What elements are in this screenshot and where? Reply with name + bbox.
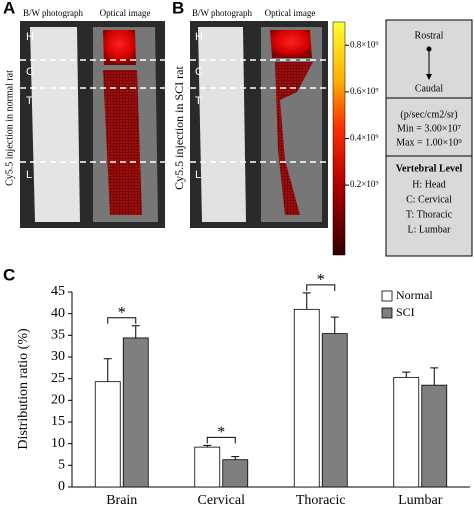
colorbar-tick-label: 0.6×10⁹ bbox=[350, 86, 378, 96]
signal bbox=[103, 70, 142, 215]
info-text: Caudal bbox=[415, 83, 444, 94]
signal bbox=[270, 30, 312, 58]
significance-bracket bbox=[206, 436, 236, 444]
x-tick-label: Cervical bbox=[198, 493, 246, 508]
bar bbox=[321, 333, 348, 488]
error-bar bbox=[302, 292, 311, 310]
y-tick-label: 30 bbox=[51, 349, 65, 364]
colorbar bbox=[332, 21, 346, 256]
significance-bracket bbox=[306, 284, 336, 291]
y-tick-label: 40 bbox=[51, 306, 65, 321]
significance-label: * bbox=[317, 272, 325, 289]
info-box: Rostral Caudal (p/sec/cm2/sr) Min = 3.00… bbox=[385, 19, 473, 257]
bar-chart: 0 5 10 15 20 25 30 35 40 45 Brain * Cervical * Thoraci… bbox=[51, 272, 470, 508]
y-tick-label: 5 bbox=[58, 458, 65, 473]
x-tick-label: Lumbar bbox=[398, 493, 443, 508]
legend-label: SCI bbox=[396, 305, 415, 319]
error-bar bbox=[231, 456, 240, 460]
y-tick-label: 15 bbox=[51, 414, 65, 429]
panel-label: B bbox=[172, 0, 184, 17]
y-tick-label: 45 bbox=[51, 284, 65, 299]
bar bbox=[122, 337, 149, 488]
info-text: Max = 1.00×10⁹ bbox=[396, 137, 462, 148]
error-bar bbox=[203, 444, 212, 448]
region-label: T bbox=[26, 95, 33, 107]
colorbar-ticks: 0.8×10⁹ 0.6×10⁹ 0.4×10⁹ 0.2×10⁹ bbox=[345, 39, 378, 189]
region-dividers bbox=[190, 59, 328, 163]
region-label: L bbox=[26, 169, 32, 181]
legend-label: Normal bbox=[396, 288, 433, 302]
region-label: L bbox=[195, 169, 201, 181]
column-title: B/W photograph bbox=[23, 8, 84, 18]
region-dividers bbox=[20, 59, 165, 163]
region-label: H bbox=[195, 31, 203, 43]
info-text: Rostral bbox=[415, 30, 444, 41]
info-text: (p/sec/cm2/sr) bbox=[400, 109, 457, 120]
column-title: B/W photograph bbox=[192, 8, 253, 18]
column-title: Optical image bbox=[265, 8, 316, 18]
significance-label: * bbox=[217, 424, 225, 441]
colorbar-tick-label: 0.2×10⁹ bbox=[350, 179, 378, 189]
legend-swatch bbox=[381, 290, 393, 302]
error-bar bbox=[402, 371, 411, 378]
info-title: Vertebral Level bbox=[396, 163, 463, 174]
y-tick-label: 25 bbox=[51, 371, 65, 386]
y-tick-label: 10 bbox=[51, 436, 65, 451]
y-tick-label: 20 bbox=[51, 393, 65, 408]
significance-bracket bbox=[107, 317, 137, 324]
side-label: Cy5.5 injection in SCI rat bbox=[172, 66, 186, 190]
bar bbox=[421, 384, 448, 488]
error-bar bbox=[131, 325, 140, 338]
error-bar bbox=[103, 358, 112, 382]
arrow-head bbox=[426, 74, 432, 80]
y-axis-title: Distribution ratio (%) bbox=[16, 328, 31, 450]
signal bbox=[103, 30, 136, 65]
bar bbox=[293, 308, 320, 488]
info-text: L: Lumbar bbox=[407, 224, 451, 235]
column-title: Optical image bbox=[100, 8, 151, 18]
significance-label: * bbox=[118, 304, 126, 321]
error-bar bbox=[430, 367, 439, 386]
tissue-photo bbox=[30, 27, 80, 222]
side-label: Cy5.5 injection in normal rat bbox=[4, 70, 15, 186]
region-label: H bbox=[26, 31, 34, 43]
region-label: C bbox=[26, 66, 34, 78]
panel-a: A B/W photograph Optical image H C T L C… bbox=[3, 0, 165, 228]
info-text: H: Head bbox=[412, 179, 446, 190]
y-tick-label: 0 bbox=[58, 479, 65, 494]
bar bbox=[94, 381, 121, 488]
info-text: Min = 3.00×10⁷ bbox=[397, 123, 461, 134]
region-label: T bbox=[195, 95, 202, 107]
info-text: C: Cervical bbox=[406, 194, 452, 205]
signal bbox=[275, 62, 313, 215]
region-label: C bbox=[195, 66, 203, 78]
x-tick-label: Brain bbox=[106, 493, 137, 508]
x-tick-label: Thoracic bbox=[296, 493, 346, 508]
bar bbox=[222, 459, 249, 488]
info-text: T: Thoracic bbox=[406, 209, 453, 220]
legend-swatch bbox=[381, 307, 393, 319]
bar bbox=[393, 376, 420, 488]
colorbar-tick-label: 0.8×10⁹ bbox=[350, 39, 378, 49]
bar bbox=[194, 446, 221, 488]
panel-label: C bbox=[3, 265, 15, 284]
colorbar-tick-label: 0.4×10⁹ bbox=[350, 133, 378, 143]
panel-label: A bbox=[3, 0, 15, 17]
y-tick-label: 35 bbox=[51, 328, 65, 343]
error-bar bbox=[330, 316, 339, 334]
panel-b: B B/W photograph Optical image H C T L C… bbox=[172, 0, 328, 228]
tissue-photo bbox=[198, 27, 246, 222]
